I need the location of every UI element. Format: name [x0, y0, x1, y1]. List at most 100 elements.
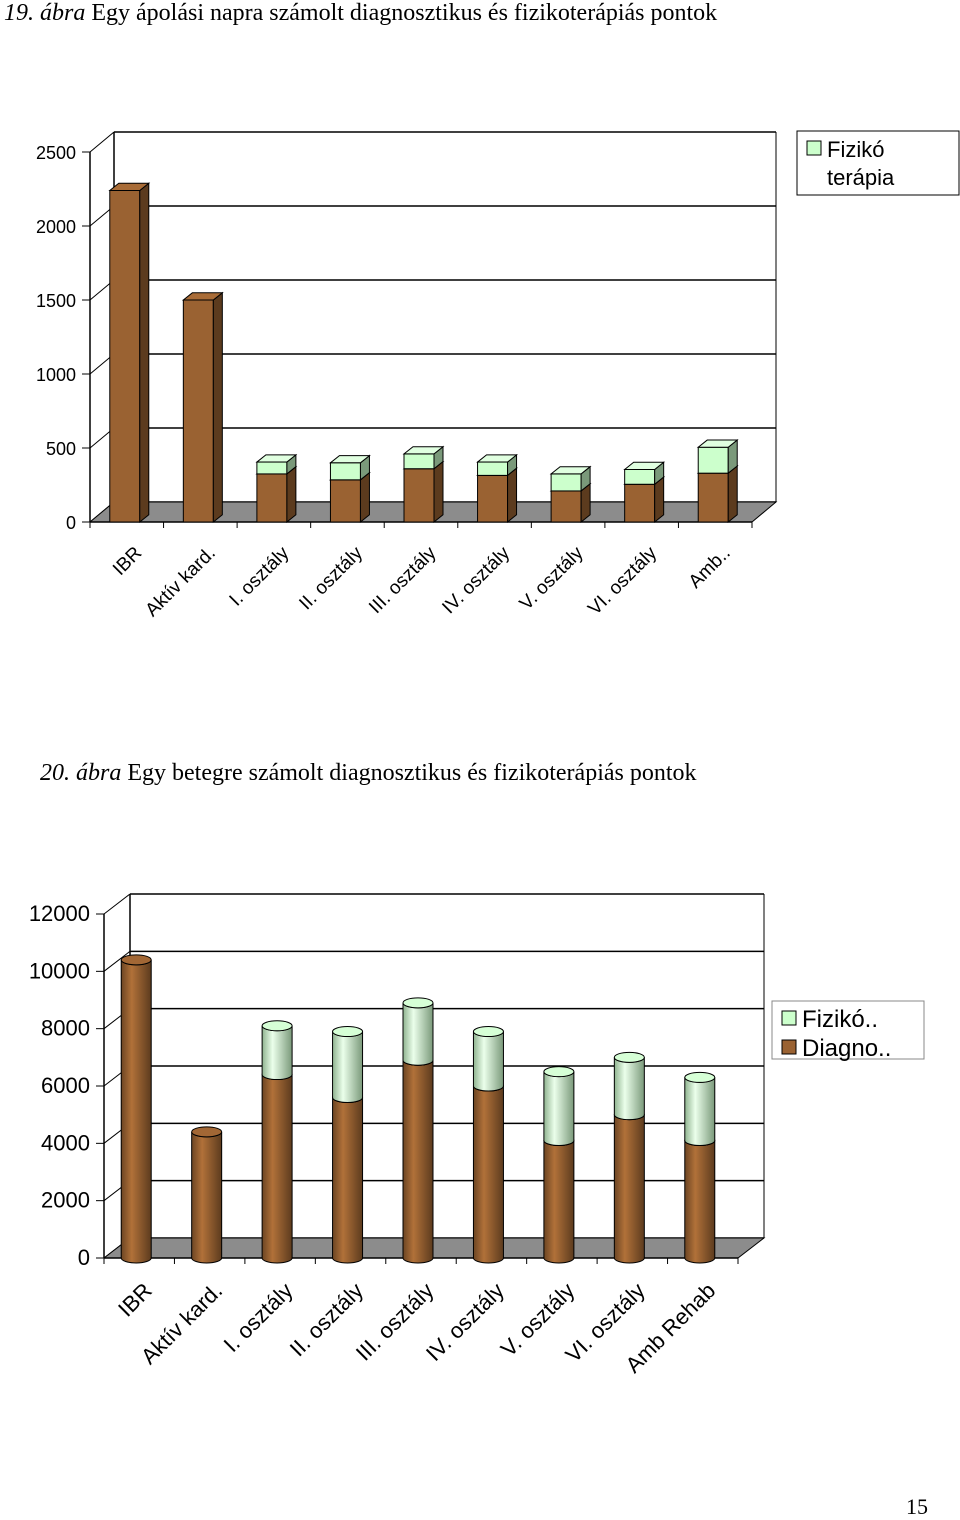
legend-box [796, 130, 960, 196]
diagno-bar [697, 472, 729, 523]
y-tick-label: 6000 [41, 1073, 90, 1098]
gridline-side [89, 131, 115, 153]
fizik-bar-top [472, 1026, 504, 1038]
diagno-bar [550, 490, 582, 523]
diagno-bar-side [286, 465, 297, 524]
diagno-bar-side [139, 182, 150, 524]
diagno-bar [472, 1085, 504, 1264]
diagno-bar [191, 1131, 223, 1264]
fizikterpia-bar-top [623, 461, 666, 470]
fizik-bar [332, 1031, 364, 1103]
y-tick-label: 1500 [36, 291, 76, 311]
fizikterpia-bar-top [402, 446, 445, 455]
x-category-label: Amb.. [685, 543, 735, 593]
diagno-bar-side [433, 460, 444, 524]
fizikterpia-bar [550, 473, 582, 492]
gridline-side [103, 893, 131, 915]
y-tick-label: 0 [66, 513, 76, 533]
y-tick-label: 2000 [36, 217, 76, 237]
legend-label: Diagno.. [802, 1035, 891, 1062]
legend-swatch [781, 1039, 797, 1055]
x-category-label: V. osztály [516, 542, 588, 614]
fizikterpia-bar [477, 461, 509, 476]
x-category-label: II. osztály [295, 542, 367, 614]
y-tick-label: 500 [46, 439, 76, 459]
diagno-bar-top [120, 954, 152, 966]
gridline-side [103, 950, 131, 972]
figure-caption-20: 20. ábra Egy betegre számolt diagnosztik… [40, 760, 697, 787]
diagno-bar [403, 468, 435, 523]
x-category-label: IV. osztály [438, 542, 514, 618]
fizikterpia-bar-top [255, 454, 298, 463]
diagno-bar-top [181, 292, 224, 301]
fizikterpia-bar-top [696, 439, 739, 448]
x-category-label: IV. osztály [421, 1278, 509, 1366]
y-tick-label: 1000 [36, 365, 76, 385]
fizik-bar-top [543, 1066, 575, 1078]
fizik-bar [543, 1071, 575, 1146]
diagno-bar-side [727, 464, 738, 524]
fizik-bar [613, 1057, 645, 1121]
fizik-bar-top [684, 1071, 716, 1083]
diagno-bar [329, 479, 361, 523]
fizik-bar [472, 1031, 504, 1092]
fizik-bar-top [332, 1026, 364, 1038]
diagno-bar [477, 474, 509, 523]
figure-number: 19. ábra [4, 0, 86, 26]
diagno-bar [261, 1074, 293, 1264]
diagno-bar-side [359, 471, 370, 524]
figure-title: Egy ápolási napra számolt diagnosztikus … [91, 0, 718, 26]
figure-title: Egy betegre számolt diagnosztikus és fiz… [127, 760, 697, 786]
diagno-bar [613, 1114, 645, 1264]
y-tick-label: 8000 [41, 1016, 90, 1041]
fizikterpia-bar-top [476, 454, 518, 463]
y-tick-label: 0 [78, 1245, 90, 1270]
diagno-bar [402, 1060, 434, 1264]
y-tick-label: 4000 [41, 1130, 90, 1155]
diagno-bar [109, 189, 141, 523]
y-tick-label: 2500 [36, 143, 76, 163]
diagno-bar [120, 959, 152, 1264]
fizikterpia-bar [256, 461, 288, 475]
fizik-bar-top [261, 1020, 293, 1032]
diagno-bar-side [212, 291, 223, 524]
fizik-bar [402, 1002, 434, 1066]
page-number: 15 [906, 1494, 928, 1519]
x-category-label: IBR [109, 543, 146, 580]
fizikterpia-bar [624, 468, 656, 485]
figure-number: 20. ábra [40, 760, 122, 786]
fizikterpia-bar [403, 453, 435, 470]
diagno-bar [684, 1140, 716, 1264]
x-category-label: Aktív kard. [142, 543, 220, 621]
fizikterpia-bar [697, 446, 729, 474]
diagno-bar [543, 1140, 575, 1264]
fizik-bar [261, 1025, 293, 1081]
diagno-bar-side [507, 467, 518, 524]
y-tick-label: 2000 [41, 1188, 90, 1213]
diagno-bar [624, 483, 656, 523]
legend-label: terápia [827, 165, 895, 190]
legend-box [771, 1000, 925, 1060]
diagno-bar [332, 1097, 364, 1264]
fizikterpia-bar-top [329, 455, 371, 464]
legend-swatch [781, 1010, 797, 1026]
x-category-label: III. osztály [365, 542, 441, 618]
y-tick-label: 12000 [29, 901, 90, 926]
legend-label: Fizikó [827, 137, 884, 162]
diagno-bar-top [108, 182, 151, 191]
fizikterpia-bar-top [549, 466, 592, 475]
y-tick-label: 10000 [29, 958, 90, 983]
fizikterpia-bar [329, 462, 361, 481]
diagno-bar [182, 299, 214, 523]
x-category-label: I. osztály [226, 542, 294, 610]
x-category-label: IBR [113, 1278, 157, 1322]
fizik-bar-top [402, 997, 434, 1009]
fizik-bar [684, 1077, 716, 1146]
legend-swatch [806, 140, 822, 156]
legend-label: Fizikó.. [802, 1006, 878, 1033]
diagno-bar [256, 473, 288, 523]
figure-caption-19: 19. ábra Egy ápolási napra számolt diagn… [4, 0, 717, 27]
fizik-bar-top [613, 1051, 645, 1063]
